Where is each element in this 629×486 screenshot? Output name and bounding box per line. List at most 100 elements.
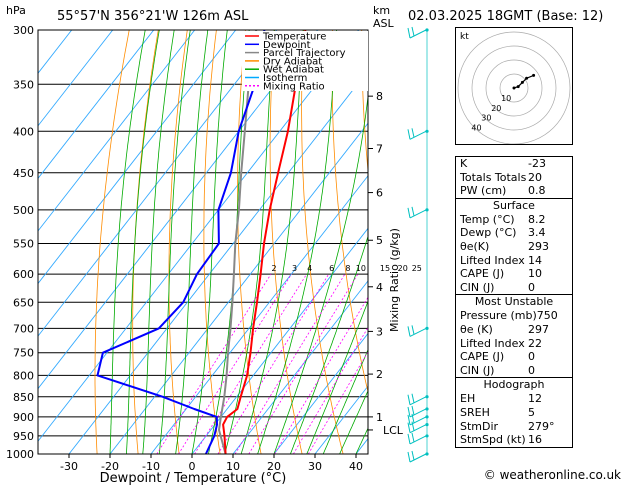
hodograph-stats-section: Hodograph EH 12 SREH 5 StmDir 279° StmSpd (kt)… xyxy=(456,377,572,446)
row-value: 0 xyxy=(528,280,535,294)
x-tick-label: 10 xyxy=(226,460,240,473)
wind-barb-flag xyxy=(407,129,411,140)
asl-axis-title: ASL xyxy=(373,17,395,30)
row-value: 10 xyxy=(528,267,542,281)
hodograph-ring xyxy=(499,73,529,103)
row-label: CAPE (J) xyxy=(460,350,505,364)
pressure-tick-label: 500 xyxy=(13,204,34,217)
row-label: θe (K) xyxy=(460,322,493,336)
wind-barb-staff xyxy=(409,327,427,337)
mixing-ratio-label: 10 xyxy=(356,264,366,273)
most-unstable-title: Most Unstable xyxy=(474,295,554,309)
hodograph-unit-label: kt xyxy=(460,32,469,42)
wind-barb-flag xyxy=(407,406,411,418)
mixing-ratio-line xyxy=(217,273,330,454)
x-tick-label: -20 xyxy=(101,460,119,473)
table-row: CAPE (J) 0 xyxy=(456,350,572,364)
wet-adiabat-line xyxy=(240,30,304,454)
wind-barb-flag xyxy=(411,413,415,424)
legend-label: Temperature xyxy=(262,32,326,43)
wind-barb-flag xyxy=(407,422,411,433)
row-value: 279° xyxy=(528,419,555,433)
wet-adiabat-line xyxy=(109,30,146,454)
most-unstable-section: Most Unstable Pressure (mb) 750 θe (K) 297 L… xyxy=(456,294,572,377)
mixing-ratio-label: 6 xyxy=(329,264,334,273)
mixing-ratio-line xyxy=(156,273,272,454)
dry-adiabat-line xyxy=(132,30,159,454)
table-row: Lifted Index 14 xyxy=(456,254,572,268)
row-value: 293 xyxy=(528,239,549,253)
pressure-tick-label: 550 xyxy=(13,237,34,250)
km-tick-label: 6 xyxy=(376,187,383,200)
pressure-tick-label: 350 xyxy=(13,78,34,91)
pressure-tick-label: 400 xyxy=(13,125,34,138)
wind-barb-staff xyxy=(409,29,427,39)
parcel-trace xyxy=(218,30,258,454)
row-value: 8.2 xyxy=(528,212,546,226)
km-tick-label: LCL xyxy=(383,424,404,437)
table-row: θe (K) 297 xyxy=(456,323,572,337)
copyright-footer: © weatheronline.co.uk xyxy=(483,468,621,482)
row-label: Temp (°C) xyxy=(460,212,515,226)
x-tick-label: 40 xyxy=(349,460,363,473)
wind-barb-flag xyxy=(411,206,415,217)
wind-barb-staff xyxy=(409,130,427,140)
pressure-tick-label: 450 xyxy=(13,167,34,180)
hodograph-point xyxy=(520,80,524,84)
km-tick-label: 2 xyxy=(376,368,383,381)
mixing-ratio-label: 3 xyxy=(292,264,297,273)
mixing-ratio-line xyxy=(178,273,292,454)
dry-adiabat-line xyxy=(594,30,629,454)
wind-barb-flag xyxy=(411,405,415,416)
wind-barb-flag xyxy=(407,207,411,218)
wet-adiabat-line xyxy=(175,30,209,454)
isotherm-line xyxy=(38,30,237,285)
row-label: PW (cm) xyxy=(460,184,507,198)
km-tick-label: 5 xyxy=(376,234,383,247)
hodograph-point xyxy=(512,86,516,90)
pressure-tick-label: 850 xyxy=(13,391,34,404)
row-label: Dewp (°C) xyxy=(460,226,517,240)
x-tick-label: 0 xyxy=(189,460,196,473)
legend-label: Dewpoint xyxy=(263,40,311,51)
table-row: K -23 xyxy=(456,157,572,171)
row-value: 750 xyxy=(536,309,558,323)
pressure-tick-label: 700 xyxy=(13,322,34,335)
table-row: StmDir 279° xyxy=(456,420,572,434)
dry-adiabat-line xyxy=(623,30,629,454)
mixing-ratio-label: 2 xyxy=(271,264,276,273)
wind-barb-flag xyxy=(411,26,415,37)
mixing-ratio-label: 8 xyxy=(345,264,350,273)
isotherm-line xyxy=(191,227,368,454)
mixing-ratio-label: 15 xyxy=(380,264,390,273)
isotherm-line xyxy=(38,30,278,337)
row-value: 5 xyxy=(528,405,535,419)
isotherm-line xyxy=(38,30,155,180)
row-label: SREH xyxy=(460,405,490,419)
mixing-ratio-line xyxy=(307,350,368,454)
x-tick-label: -10 xyxy=(142,460,160,473)
mixing-ratio-line xyxy=(293,326,368,454)
row-label: Pressure (mb) xyxy=(460,309,537,323)
wind-barb-staff xyxy=(409,424,427,434)
row-value: 297 xyxy=(528,322,549,336)
mixing-ratio-axis-title: Mixing Ratio (g/kg) xyxy=(388,228,401,332)
km-tick-label: 7 xyxy=(376,142,383,155)
wet-adiabat-line xyxy=(257,30,337,454)
dry-adiabat-line xyxy=(94,30,130,454)
table-row: EH 12 xyxy=(456,392,572,406)
km-tick-label: 1 xyxy=(376,411,383,424)
row-label: Lifted Index xyxy=(460,336,525,350)
row-label: CAPE (J) xyxy=(460,267,505,281)
km-axis-title: km xyxy=(373,4,390,17)
mixing-ratio-label: 20 xyxy=(398,264,408,273)
row-label: CIN (J) xyxy=(460,280,495,294)
isotherm-line xyxy=(38,30,73,74)
table-row: CIN (J) 0 xyxy=(456,281,572,295)
dry-adiabat-line xyxy=(361,30,368,176)
pressure-tick-label: 900 xyxy=(13,411,34,424)
legend-label: Mixing Ratio xyxy=(263,81,325,92)
isotherm-line xyxy=(273,332,368,454)
